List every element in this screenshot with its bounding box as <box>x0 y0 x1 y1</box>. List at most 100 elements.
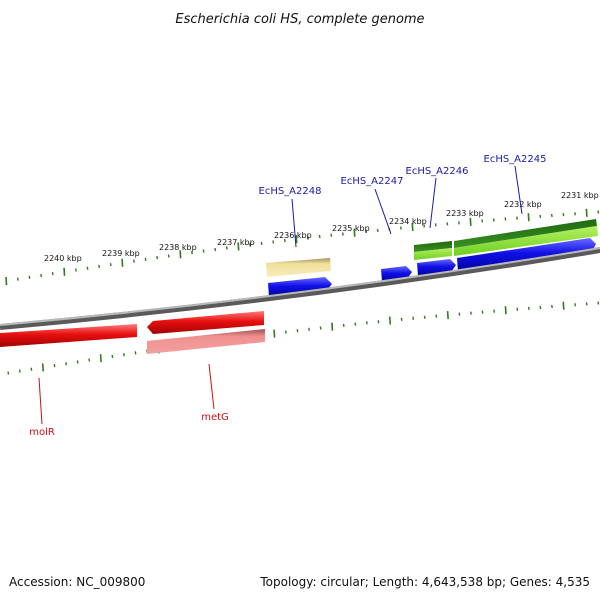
minor-tick <box>284 330 287 334</box>
scale-label-2240: 2240 kbp <box>44 254 82 263</box>
major-tick <box>388 316 392 325</box>
minor-tick <box>191 251 193 255</box>
minor-tick <box>225 246 228 250</box>
minor-tick <box>446 222 449 226</box>
minor-tick <box>493 309 496 313</box>
major-tick <box>527 213 530 222</box>
minor-tick <box>516 307 519 311</box>
minor-tick <box>492 218 495 222</box>
major-tick <box>562 301 565 310</box>
minor-tick <box>516 216 518 220</box>
minor-tick <box>365 229 368 234</box>
minor-tick <box>539 214 542 218</box>
accession-text: Accession: NC_009800 <box>9 575 145 589</box>
minor-tick <box>40 273 43 278</box>
leader-a2248 <box>291 198 297 248</box>
minor-tick <box>550 213 553 218</box>
minor-tick <box>283 238 286 243</box>
scale-label-2231: 2231 kbp <box>561 191 599 200</box>
minor-tick <box>308 327 310 331</box>
forward-scale-ticks <box>5 208 600 286</box>
minor-tick <box>377 320 380 324</box>
genome-backbone <box>0 247 600 330</box>
map-title: Escherichia coli HS, complete genome <box>175 12 424 27</box>
minor-tick <box>341 232 344 236</box>
cds-a2245-arrow <box>457 238 596 272</box>
minor-tick <box>365 321 368 325</box>
major-tick <box>63 267 66 276</box>
minor-tick <box>412 316 415 320</box>
gene-label-molR: molR <box>29 427 55 438</box>
genome-summary-text: Topology: circular; Length: 4,643,538 bp… <box>259 575 590 589</box>
minor-tick <box>272 240 275 244</box>
minor-tick <box>28 275 31 279</box>
minor-tick <box>585 302 588 306</box>
minor-tick <box>423 315 426 319</box>
scale-label-2238: 2238 kbp <box>159 243 197 252</box>
minor-tick <box>318 234 321 239</box>
scale-labels: 2240 kbp 2239 kbp 2238 kbp 2237 kbp 2236… <box>44 191 599 263</box>
minor-tick <box>109 262 112 267</box>
minor-tick <box>481 310 484 314</box>
major-tick <box>5 276 8 286</box>
minor-tick <box>423 224 426 228</box>
minor-tick <box>434 223 437 227</box>
minor-tick <box>74 268 77 272</box>
leader-molR <box>38 377 43 425</box>
minor-tick <box>51 272 54 276</box>
leader-metG <box>208 363 215 410</box>
minor-tick <box>88 358 91 362</box>
cds-molR-arrow <box>0 324 137 347</box>
gene-label-a2248: EcHS_A2248 <box>259 186 322 197</box>
minor-tick <box>597 210 600 214</box>
pink-feature-metG <box>147 329 265 354</box>
leader-a2245 <box>514 165 523 215</box>
scale-label-2237: 2237 kbp <box>217 238 255 247</box>
major-tick <box>121 258 124 267</box>
minor-tick <box>562 212 565 217</box>
green-feature-a2246-light <box>414 248 452 260</box>
minor-tick <box>296 329 299 333</box>
genome-backbone-highlight <box>0 247 600 326</box>
minor-tick <box>134 351 137 355</box>
minor-tick <box>18 369 21 373</box>
minor-tick <box>574 303 577 307</box>
minor-tick <box>551 304 553 309</box>
minor-tick <box>342 323 345 327</box>
minor-tick <box>458 221 460 225</box>
scale-label-2235: 2235 kbp <box>332 224 370 233</box>
major-tick <box>273 329 276 338</box>
scale-label-2234: 2234 kbp <box>389 217 427 226</box>
minor-tick <box>65 362 68 366</box>
minor-tick <box>330 233 333 237</box>
gene-label-a2245: EcHS_A2245 <box>484 154 547 165</box>
minor-tick <box>214 247 217 252</box>
minor-tick <box>249 243 251 247</box>
scale-label-2239: 2239 kbp <box>102 249 140 258</box>
major-tick <box>469 217 472 226</box>
scale-label-2236: 2236 kbp <box>274 231 312 240</box>
major-tick <box>99 354 102 363</box>
green-feature-a2245 <box>454 219 597 248</box>
minor-tick <box>167 254 170 258</box>
minor-tick <box>399 226 402 230</box>
minor-tick <box>260 241 263 246</box>
minor-tick <box>597 301 600 305</box>
minor-tick <box>376 228 379 232</box>
minor-tick <box>319 326 322 330</box>
minor-tick <box>458 312 461 316</box>
major-tick <box>295 235 298 244</box>
pale-feature-a2248 <box>266 258 331 277</box>
minor-tick <box>122 353 125 357</box>
minor-tick <box>132 259 135 263</box>
minor-tick <box>435 314 438 318</box>
minor-tick <box>202 249 205 253</box>
minor-tick <box>53 363 56 368</box>
major-tick <box>237 242 240 251</box>
minor-tick <box>354 322 357 326</box>
minor-tick <box>7 371 10 375</box>
minor-tick <box>527 306 530 310</box>
major-tick <box>353 228 356 237</box>
green-feature-a2245-light <box>454 226 598 256</box>
